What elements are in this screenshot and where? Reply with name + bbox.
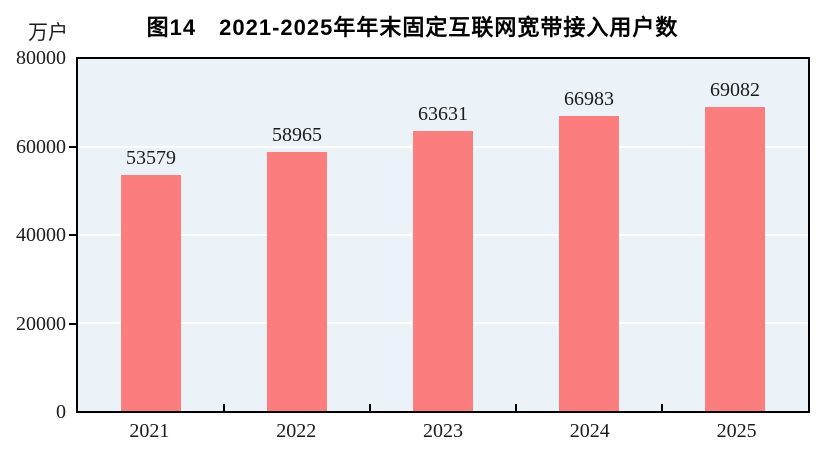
data-label: 66983	[564, 88, 614, 111]
x-axis-label: 2023	[422, 420, 463, 442]
data-label: 63631	[418, 103, 468, 126]
bar-2023	[413, 131, 473, 411]
category-slot: 53579	[78, 59, 224, 411]
y-axis-tick	[69, 145, 76, 148]
plot-area: 53579 58965 63631 66983 69082	[76, 57, 810, 413]
category-slot: 69082	[661, 59, 808, 411]
x-axis-tick	[223, 404, 225, 411]
data-label: 58965	[272, 123, 322, 146]
category-slot: 58965	[223, 59, 370, 411]
y-axis-unit-label: 万户	[28, 22, 68, 44]
x-axis-label: 2022	[276, 420, 317, 442]
x-axis-tick	[661, 404, 663, 411]
x-axis-label: 2025	[716, 420, 757, 442]
bar-slots: 53579 58965 63631 66983 69082	[78, 59, 808, 411]
bar-2021	[121, 175, 181, 411]
y-axis-label: 40000	[16, 224, 66, 246]
y-axis-label: 80000	[16, 47, 66, 69]
bar-2022	[267, 151, 327, 411]
bar-2025	[705, 107, 765, 411]
x-axis-label: 2021	[129, 420, 170, 442]
data-label: 53579	[126, 147, 176, 170]
y-axis: 0 20000 40000 60000 80000	[0, 0, 76, 459]
category-slot: 63631	[369, 59, 516, 411]
y-axis-tick	[69, 234, 76, 236]
bar-2024	[559, 116, 619, 411]
y-axis-tick	[69, 322, 76, 325]
data-label: 69082	[710, 79, 760, 102]
y-axis-label: 20000	[16, 312, 66, 335]
x-axis-tick	[515, 404, 517, 411]
x-axis-tick	[369, 404, 371, 411]
x-axis-labels: 2021 2022 2023 2024 2025	[76, 420, 810, 443]
chart-title: 图14 2021-2025年年末固定互联网宽带接入用户数	[146, 15, 679, 40]
category-slot: 66983	[515, 59, 662, 411]
y-axis-label: 60000	[16, 135, 66, 158]
x-axis-label: 2024	[569, 420, 610, 442]
y-axis-label: 0	[56, 401, 66, 423]
